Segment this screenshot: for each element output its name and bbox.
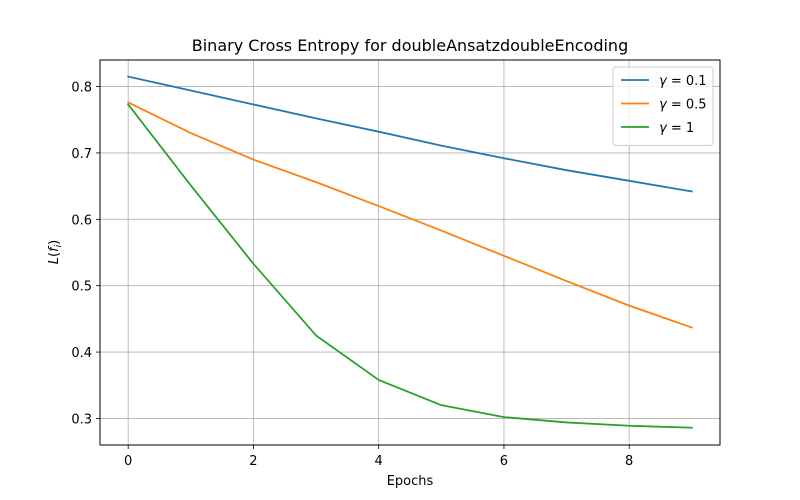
- x-tick-label: 6: [500, 454, 508, 469]
- chart-title: Binary Cross Entropy for doubleAnsatzdou…: [192, 36, 628, 55]
- legend-label: γ = 1: [659, 121, 694, 136]
- y-tick-label: 0.6: [71, 213, 92, 228]
- legend: γ = 0.1 γ = 0.5 γ = 1: [612, 66, 714, 146]
- y-tick-label: 0.3: [71, 412, 92, 427]
- x-axis-label: Epochs: [387, 474, 434, 489]
- series-line-3: [126, 103, 693, 429]
- grid: [100, 60, 720, 445]
- y-axis-label: L(fi): [47, 240, 64, 265]
- y-tick-label: 0.4: [71, 346, 92, 361]
- legend-label: γ = 0.5: [659, 98, 707, 113]
- x-tick-label: 4: [375, 454, 383, 469]
- series-line-2: [126, 101, 693, 329]
- y-tick-label: 0.8: [71, 81, 92, 96]
- legend-box: [612, 66, 714, 146]
- x-tick-label: 2: [249, 454, 257, 469]
- x-tick-label: 0: [124, 454, 132, 469]
- x-tick-label: 8: [625, 454, 633, 469]
- series-lines: [126, 75, 693, 429]
- y-tick-label: 0.5: [71, 280, 92, 295]
- legend-label: γ = 0.1: [659, 74, 707, 89]
- y-tick-label: 0.7: [71, 147, 92, 162]
- axis-ticks: 0 2 4 6 8 0.3 0.4 0.5 0.6 0.7 0.8: [71, 81, 633, 469]
- plot-frame: [99, 59, 721, 446]
- series-line-1: [127, 75, 693, 193]
